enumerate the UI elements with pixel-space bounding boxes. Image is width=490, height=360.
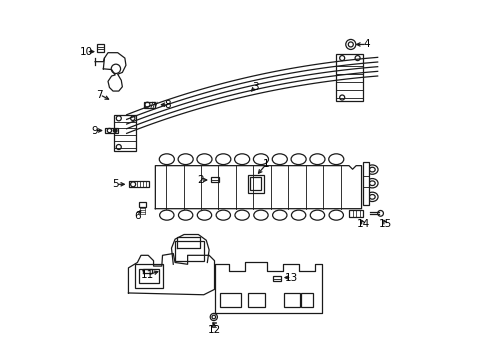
Ellipse shape <box>216 210 230 220</box>
Ellipse shape <box>272 154 287 165</box>
Text: 1: 1 <box>263 159 270 169</box>
Bar <box>349 210 363 217</box>
Text: 3: 3 <box>252 82 259 92</box>
Text: 5: 5 <box>113 179 119 189</box>
Ellipse shape <box>369 194 375 199</box>
Ellipse shape <box>291 154 306 165</box>
Ellipse shape <box>369 167 375 172</box>
Ellipse shape <box>178 154 193 165</box>
Text: 8: 8 <box>165 100 171 110</box>
Bar <box>139 269 159 283</box>
Text: 7: 7 <box>97 90 103 100</box>
Ellipse shape <box>235 210 249 220</box>
Ellipse shape <box>329 154 344 165</box>
Text: 11: 11 <box>141 270 154 280</box>
Text: 13: 13 <box>285 273 298 283</box>
Ellipse shape <box>159 154 174 165</box>
Bar <box>129 181 149 187</box>
Text: 10: 10 <box>80 46 93 57</box>
Text: 12: 12 <box>208 325 221 335</box>
Ellipse shape <box>310 210 324 220</box>
Bar <box>248 293 265 307</box>
Bar <box>114 116 136 151</box>
Bar <box>211 177 219 182</box>
Ellipse shape <box>178 210 193 220</box>
Text: 2: 2 <box>197 175 203 185</box>
Text: 6: 6 <box>134 211 141 221</box>
Ellipse shape <box>216 154 231 165</box>
Text: 4: 4 <box>364 40 370 49</box>
Ellipse shape <box>367 192 378 202</box>
Text: 9: 9 <box>91 126 98 135</box>
Bar <box>250 177 261 190</box>
Bar <box>97 44 104 51</box>
Ellipse shape <box>292 210 306 220</box>
Bar <box>139 202 146 207</box>
Bar <box>105 128 118 134</box>
Bar <box>300 293 313 307</box>
Bar <box>135 264 163 288</box>
Circle shape <box>113 129 117 132</box>
Ellipse shape <box>235 154 250 165</box>
Bar <box>144 102 155 108</box>
Bar <box>363 162 369 205</box>
Bar <box>285 293 299 307</box>
Ellipse shape <box>160 210 174 220</box>
Bar <box>273 276 281 281</box>
Ellipse shape <box>369 181 375 185</box>
Ellipse shape <box>254 210 268 220</box>
Bar <box>175 241 204 261</box>
Bar <box>337 54 364 101</box>
Ellipse shape <box>329 210 343 220</box>
Text: 15: 15 <box>379 219 392 229</box>
Bar <box>248 175 264 193</box>
Ellipse shape <box>197 210 212 220</box>
Ellipse shape <box>310 154 325 165</box>
Ellipse shape <box>367 179 378 188</box>
Bar <box>220 293 241 307</box>
Text: 14: 14 <box>357 219 370 229</box>
Ellipse shape <box>253 154 269 165</box>
Ellipse shape <box>197 154 212 165</box>
Ellipse shape <box>272 210 287 220</box>
Ellipse shape <box>367 165 378 174</box>
